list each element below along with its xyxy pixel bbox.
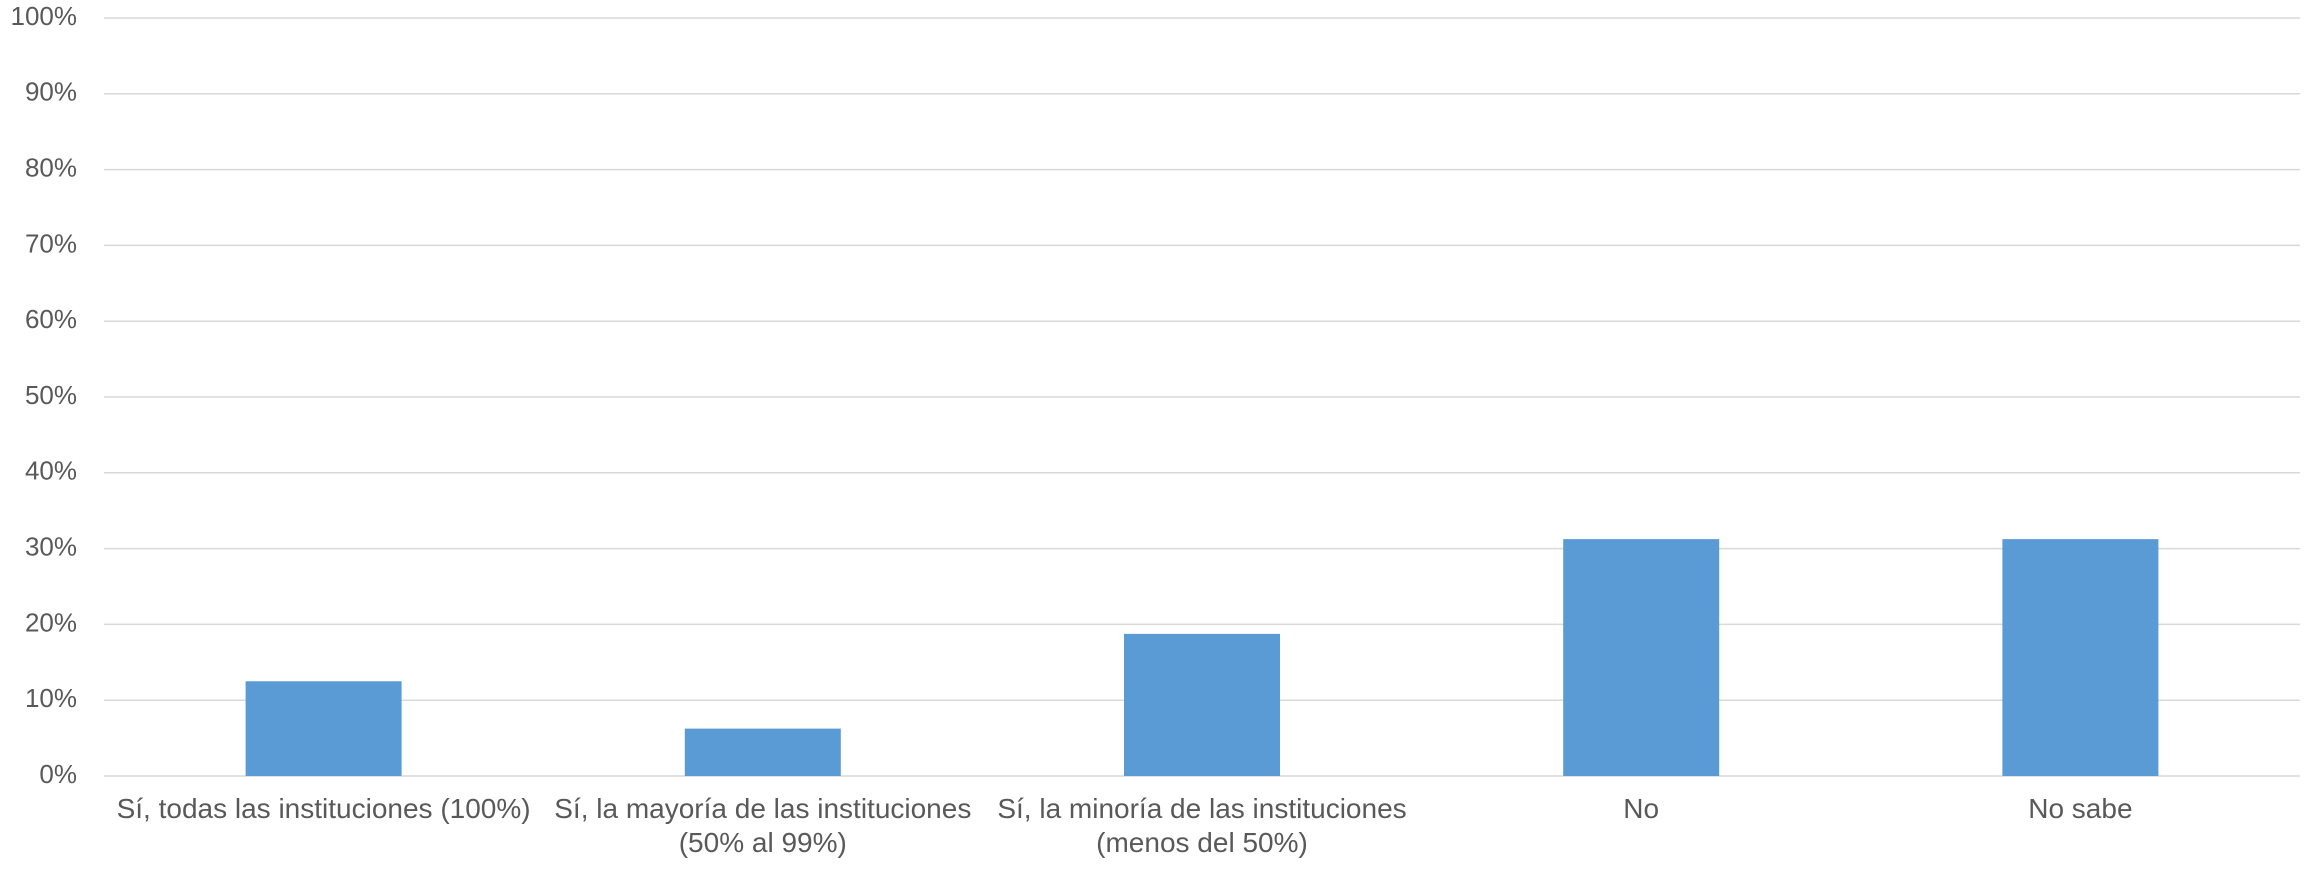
y-tick-label: 100% <box>11 1 78 31</box>
y-tick-label: 10% <box>25 683 77 713</box>
y-tick-label: 80% <box>25 152 77 182</box>
x-tick-label: Sí, la minoría de las instituciones (men… <box>997 793 1407 858</box>
y-tick-label: 90% <box>25 77 77 107</box>
y-tick-label: 40% <box>25 456 77 486</box>
bar <box>245 681 402 776</box>
bar <box>1124 633 1280 776</box>
x-tick-label: No <box>1623 793 1660 824</box>
bar <box>1563 539 1720 776</box>
bar <box>2002 539 2159 776</box>
x-tick-label: No sabe <box>2028 793 2133 824</box>
bar <box>684 728 841 776</box>
y-tick-label: 0% <box>39 759 77 789</box>
x-tick-label: Sí, la mayoría de las instituciones (50%… <box>554 793 972 858</box>
y-tick-label: 30% <box>25 531 77 561</box>
y-tick-label: 60% <box>25 304 77 334</box>
y-tick-label: 70% <box>25 228 77 258</box>
y-tick-label: 50% <box>25 380 77 410</box>
x-tick-label: Sí, todas las instituciones (100%) <box>116 793 531 824</box>
y-tick-label: 20% <box>25 607 77 637</box>
